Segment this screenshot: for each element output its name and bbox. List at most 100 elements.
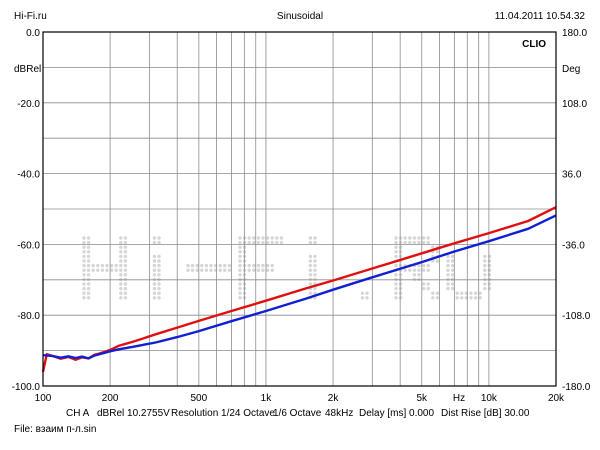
watermark-dot <box>247 240 251 245</box>
watermark-dot <box>82 250 86 254</box>
watermark-dot <box>398 277 403 282</box>
watermark-dot <box>308 282 313 286</box>
footer-smoothing: 1/6 Octave <box>273 408 322 419</box>
watermark-dot <box>450 263 455 268</box>
watermark-dot <box>487 282 492 286</box>
watermark-dot <box>398 236 403 240</box>
watermark-dot <box>308 277 313 282</box>
watermark-dot <box>238 245 242 249</box>
watermark-dot <box>398 291 403 295</box>
watermark-dot <box>119 259 123 263</box>
watermark-dot <box>483 282 487 286</box>
watermark-dot <box>398 286 403 291</box>
watermark-dot <box>270 268 274 272</box>
watermark-dot <box>313 286 317 291</box>
y-axis-label: dBRel <box>14 64 41 75</box>
watermark-dot <box>119 296 123 300</box>
watermark-dot <box>114 268 118 272</box>
watermark-dot <box>82 245 86 249</box>
watermark-dot <box>394 277 398 282</box>
watermark-dot <box>100 263 105 268</box>
watermark-dot <box>123 286 128 291</box>
watermark-dot <box>265 263 270 268</box>
watermark-dot <box>487 254 492 259</box>
watermark-dot <box>86 245 91 249</box>
watermark-dot <box>394 245 398 249</box>
watermark-dot <box>157 236 161 240</box>
watermark-dot <box>261 263 265 268</box>
watermark-dot <box>469 296 473 300</box>
watermark-dot <box>426 282 430 286</box>
watermark-dot <box>109 263 114 268</box>
watermark-dot <box>483 273 487 277</box>
y2-tick-label: -180.0 <box>562 382 591 393</box>
watermark-dot <box>394 273 398 277</box>
watermark-dot <box>313 240 317 245</box>
watermark-dot <box>157 273 161 277</box>
watermark-dot <box>152 259 157 263</box>
x-tick-label: 10k <box>481 393 498 404</box>
watermark-dot <box>394 254 398 259</box>
watermark-dot <box>426 268 430 272</box>
watermark-dot <box>421 236 426 240</box>
watermark-dot <box>157 263 161 268</box>
watermark-dot <box>152 273 157 277</box>
watermark-dot <box>190 268 195 272</box>
watermark-dot <box>446 268 450 272</box>
watermark-dot <box>308 268 313 272</box>
watermark-dot <box>398 273 403 277</box>
watermark-dot <box>119 277 123 282</box>
watermark-dot <box>394 296 398 300</box>
watermark-dot <box>403 240 407 245</box>
watermark-dot <box>313 254 317 259</box>
watermark-dot <box>157 254 161 259</box>
watermark-dot <box>446 277 450 282</box>
watermark-dot <box>431 291 435 295</box>
watermark-dot <box>123 250 128 254</box>
watermark-dot <box>123 263 128 268</box>
watermark-dot <box>186 268 190 272</box>
watermark-dot <box>408 236 412 240</box>
watermark-dot <box>204 263 209 268</box>
watermark-dot <box>417 273 421 277</box>
watermark-dot <box>412 236 417 240</box>
footer-channel: CH A <box>66 408 90 419</box>
watermark-dot <box>123 277 128 282</box>
x-tick-label: 5k <box>416 393 428 404</box>
watermark-dot <box>238 296 242 300</box>
datetime-label: 11.04.2011 10.54.32 <box>495 11 586 22</box>
x-tick-label: 20k <box>548 393 565 404</box>
watermark-dot <box>152 277 157 282</box>
y-tick-label: -20.0 <box>17 99 40 110</box>
watermark-dot <box>86 250 91 254</box>
watermark-dot <box>238 236 242 240</box>
watermark-dot <box>114 263 118 268</box>
watermark-dot <box>152 240 157 245</box>
footer-rate: 48kHz <box>325 408 353 419</box>
watermark-dot <box>408 268 412 272</box>
watermark-dot <box>86 273 91 277</box>
watermark-dot <box>223 263 227 268</box>
watermark-dot <box>394 286 398 291</box>
watermark-dot <box>313 268 317 272</box>
watermark-dot <box>82 240 86 245</box>
watermark-dot <box>483 286 487 291</box>
x-tick-label: 100 <box>35 393 52 404</box>
watermark-dot <box>252 263 256 268</box>
watermark-dot <box>82 254 86 259</box>
watermark-dot <box>313 259 317 263</box>
watermark-dot <box>313 291 317 295</box>
watermark-dot <box>223 268 227 272</box>
watermark-dot <box>360 296 365 300</box>
watermark-dot <box>313 263 317 268</box>
watermark-dot <box>119 286 123 291</box>
watermark-dot <box>82 273 86 277</box>
watermark-dot <box>426 286 430 291</box>
watermark-dot <box>109 268 114 272</box>
watermark-dot <box>308 254 313 259</box>
watermark-dot <box>152 296 157 300</box>
watermark-dot <box>119 240 123 245</box>
footer-file: File: взаим п-л.sin <box>14 424 96 435</box>
watermark-dot <box>487 286 492 291</box>
x-unit-label: Hz <box>453 393 465 404</box>
